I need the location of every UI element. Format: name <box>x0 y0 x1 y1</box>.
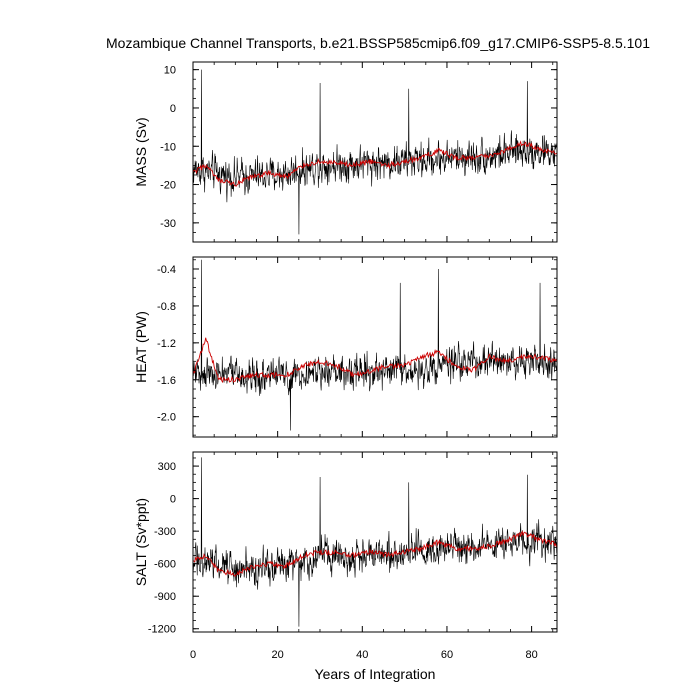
mass-smoothed-series <box>193 140 557 187</box>
salt-ytick-label: -900 <box>154 591 176 603</box>
xtick-label: 60 <box>441 649 453 661</box>
xtick-label: 20 <box>272 649 284 661</box>
salt-ytick-label: 0 <box>170 494 176 506</box>
heat-raw-series <box>193 259 557 431</box>
heat-ytick-label: -1.6 <box>157 375 176 387</box>
salt-plot-frame <box>192 451 558 633</box>
heat-ytick-label: -0.8 <box>157 301 176 313</box>
mass-ytick-label: -20 <box>160 180 176 192</box>
heat-ytick-label: -1.2 <box>157 338 176 350</box>
panel-heat: -0.4 -0.8 -1.2 -1.6 -2.0 HEAT (PW) <box>133 256 558 438</box>
salt-ytick-label: -300 <box>154 526 176 538</box>
figure-title: Mozambique Channel Transports, b.e21.BSS… <box>106 35 650 51</box>
mass-raw-series <box>193 69 557 235</box>
salt-ytick-label: -600 <box>154 559 176 571</box>
heat-smoothed-series <box>193 337 557 384</box>
heat-ytick-label: -2.0 <box>157 412 176 424</box>
heat-ytick-label: -0.4 <box>157 264 176 276</box>
mass-ylabel: MASS (Sv) <box>133 117 149 186</box>
mass-ytick-label: -30 <box>160 218 176 230</box>
salt-smoothed-series <box>193 530 557 577</box>
xtick-label: 0 <box>190 649 196 661</box>
salt-ytick-label: 300 <box>158 461 176 473</box>
panel-salt: 300 0 -300 -600 -900 -1200 0 20 40 60 80 SALT (Sv*p… <box>133 451 558 682</box>
mass-plot-frame <box>192 61 558 243</box>
xtick-label: 80 <box>525 649 537 661</box>
mass-ytick-label: -10 <box>160 141 176 153</box>
mass-ytick-label: 10 <box>164 65 176 77</box>
xtick-label: 40 <box>356 649 368 661</box>
salt-raw-series <box>193 457 557 627</box>
panels-group: 10 0 -10 -20 -30 MASS (Sv) -0.4 -0.8 -1.2 -1.6 -2.… <box>133 61 558 682</box>
salt-ytick-label: -1200 <box>148 624 176 636</box>
xlabel: Years of Integration <box>315 666 436 682</box>
heat-ylabel: HEAT (PW) <box>133 311 149 383</box>
heat-plot-frame <box>192 256 558 438</box>
salt-ylabel: SALT (Sv*ppt) <box>133 498 149 586</box>
mass-ytick-label: 0 <box>170 103 176 115</box>
panel-mass: 10 0 -10 -20 -30 MASS (Sv) <box>133 61 558 243</box>
